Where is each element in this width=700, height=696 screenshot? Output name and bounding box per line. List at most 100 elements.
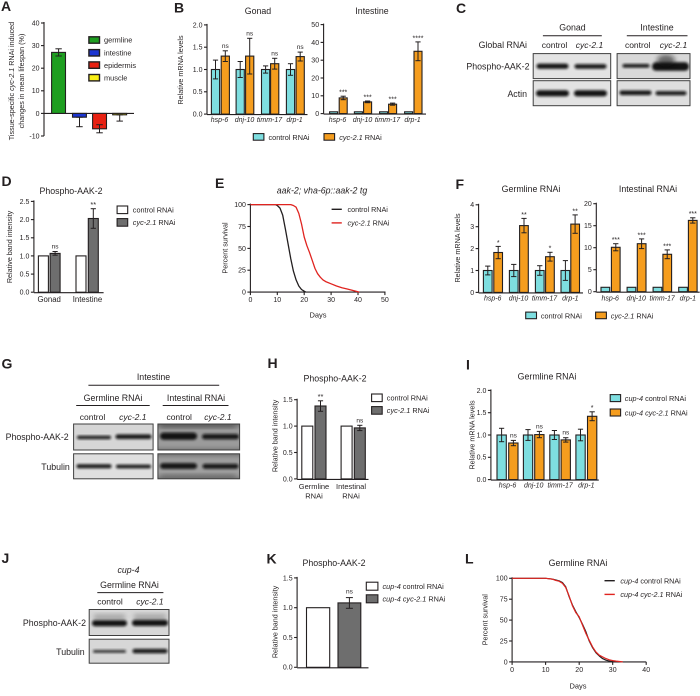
svg-text:Tubulin: Tubulin (56, 647, 85, 657)
svg-text:30: 30 (32, 43, 40, 50)
svg-text:0.5: 0.5 (283, 635, 293, 642)
svg-text:control RNAi: control RNAi (348, 205, 389, 214)
svg-text:G: G (2, 355, 13, 371)
svg-text:control: control (166, 412, 192, 422)
svg-text:***: *** (689, 211, 697, 218)
svg-text:20: 20 (311, 75, 319, 82)
svg-text:0: 0 (470, 290, 474, 297)
svg-text:cyc-2.1 RNAi: cyc-2.1 RNAi (387, 406, 430, 415)
svg-text:RNAi: RNAi (305, 492, 323, 501)
svg-text:Intestinal RNAi: Intestinal RNAi (619, 184, 677, 194)
svg-text:1.5: 1.5 (477, 410, 487, 417)
svg-text:hsp-6: hsp-6 (484, 296, 502, 303)
svg-text:control: control (542, 40, 568, 50)
svg-text:***: *** (364, 94, 372, 101)
svg-text:****: **** (413, 35, 424, 42)
svg-text:E: E (215, 175, 224, 191)
svg-text:Germline: Germline (299, 482, 329, 491)
svg-text:1.0: 1.0 (193, 67, 203, 74)
svg-text:50: 50 (381, 297, 389, 304)
svg-text:cup-4 cyc-2.1 RNAi: cup-4 cyc-2.1 RNAi (620, 590, 682, 599)
svg-text:ns: ns (271, 50, 279, 57)
svg-text:100: 100 (234, 202, 246, 209)
svg-text:**: ** (572, 208, 578, 215)
svg-text:K: K (267, 551, 277, 567)
svg-text:cyc-2.1: cyc-2.1 (204, 412, 232, 422)
svg-text:***: *** (389, 97, 397, 104)
svg-text:Gonad: Gonad (37, 295, 60, 304)
svg-text:ns: ns (536, 423, 544, 430)
svg-text:1.0: 1.0 (283, 605, 293, 612)
svg-text:Intestinal: Intestinal (336, 482, 366, 491)
svg-text:10: 10 (311, 93, 319, 100)
svg-text:Germline RNAi: Germline RNAi (549, 558, 608, 568)
svg-text:10: 10 (32, 88, 40, 95)
svg-text:control RNAi: control RNAi (541, 311, 582, 320)
svg-text:hsp-6: hsp-6 (329, 117, 347, 124)
svg-text:Global RNAi: Global RNAi (479, 40, 527, 50)
svg-text:Gonad: Gonad (559, 22, 586, 32)
svg-text:timm-17: timm-17 (375, 117, 401, 124)
svg-text:0.0: 0.0 (283, 476, 293, 483)
svg-text:Intestine: Intestine (640, 22, 673, 32)
svg-text:B: B (174, 0, 184, 16)
svg-text:Intestinal RNAi: Intestinal RNAi (167, 393, 225, 403)
svg-text:**: ** (521, 212, 527, 219)
svg-text:1.5: 1.5 (283, 575, 293, 582)
svg-text:Tissue-specific cyc-2.1 RNAi i: Tissue-specific cyc-2.1 RNAi induced (7, 22, 16, 140)
svg-text:20: 20 (300, 297, 308, 304)
svg-text:75: 75 (500, 597, 508, 604)
svg-text:2.0: 2.0 (477, 388, 487, 395)
svg-text:RNAi: RNAi (342, 492, 360, 501)
svg-text:cup-4: cup-4 (117, 565, 139, 575)
svg-text:1.5: 1.5 (193, 45, 203, 52)
svg-text:Relative band intensity: Relative band intensity (271, 399, 280, 472)
svg-text:hsp-6: hsp-6 (211, 117, 229, 124)
svg-text:***: *** (339, 90, 347, 97)
svg-text:Relative band intensity: Relative band intensity (271, 585, 280, 658)
svg-text:40: 40 (642, 667, 650, 674)
svg-text:0: 0 (242, 290, 246, 297)
svg-text:2.5: 2.5 (20, 199, 30, 206)
svg-text:Percent survival: Percent survival (221, 222, 230, 274)
svg-text:timm-17: timm-17 (650, 296, 676, 303)
svg-text:epidermis: epidermis (104, 61, 136, 70)
svg-text:ns: ns (52, 244, 60, 251)
svg-text:75: 75 (238, 224, 246, 231)
svg-text:0: 0 (315, 111, 319, 118)
svg-text:Phospho-AAK-2: Phospho-AAK-2 (466, 62, 529, 72)
svg-text:Relative band intensity: Relative band intensity (5, 210, 14, 283)
svg-text:cyc-2.1 RNAi: cyc-2.1 RNAi (339, 133, 382, 142)
svg-text:dnj-10: dnj-10 (353, 117, 373, 124)
svg-text:Relative mRNA levels: Relative mRNA levels (176, 35, 185, 105)
svg-text:2.0: 2.0 (193, 22, 203, 29)
svg-text:control RNAi: control RNAi (133, 206, 174, 215)
svg-text:0: 0 (588, 289, 592, 296)
svg-text:Germline RNAi: Germline RNAi (100, 580, 159, 590)
svg-text:cyc-2.1: cyc-2.1 (576, 40, 604, 50)
svg-text:drp-1: drp-1 (578, 483, 594, 490)
svg-text:25: 25 (500, 638, 508, 645)
svg-text:0.5: 0.5 (193, 89, 203, 96)
svg-text:1.5: 1.5 (20, 235, 30, 242)
svg-text:ns: ns (356, 417, 364, 424)
svg-text:**: ** (318, 392, 324, 401)
svg-text:0.0: 0.0 (477, 477, 487, 484)
svg-text:0: 0 (36, 111, 40, 118)
svg-text:0.5: 0.5 (283, 450, 293, 457)
svg-text:D: D (2, 173, 12, 189)
svg-text:**: ** (90, 200, 96, 209)
svg-text:dnj-10: dnj-10 (524, 483, 544, 490)
svg-text:drp-1: drp-1 (404, 117, 420, 124)
svg-text:drp-1: drp-1 (286, 117, 302, 124)
svg-text:ns: ns (297, 44, 305, 51)
svg-text:10: 10 (542, 667, 550, 674)
svg-text:0: 0 (510, 667, 514, 674)
svg-text:*: * (549, 246, 552, 253)
svg-text:ns: ns (246, 30, 254, 37)
svg-text:40: 40 (354, 297, 362, 304)
svg-text:1: 1 (470, 268, 474, 275)
svg-text:20: 20 (32, 66, 40, 73)
svg-text:Germline RNAi: Germline RNAi (518, 372, 577, 382)
svg-text:control: control (625, 40, 651, 50)
